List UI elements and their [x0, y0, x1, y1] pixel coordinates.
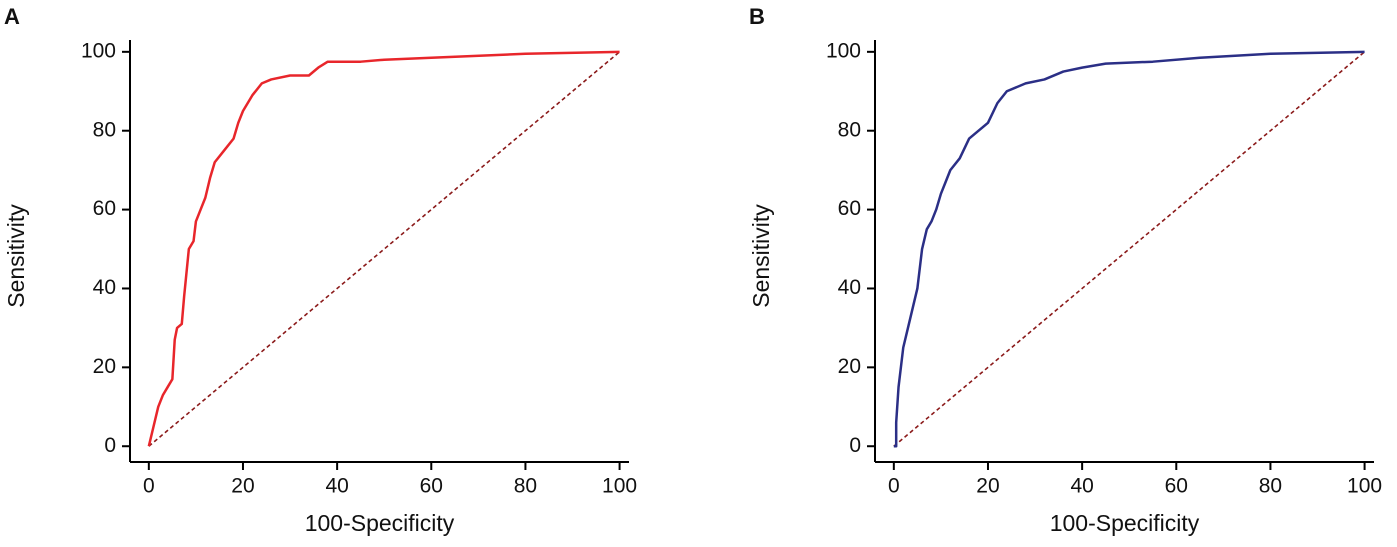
x-tick-label: 80: [514, 475, 537, 498]
y-tick-label: 0: [104, 434, 116, 457]
x-tick-label: 20: [976, 475, 999, 498]
x-tick-label: 80: [1259, 475, 1282, 498]
panel-label: A: [4, 4, 20, 29]
roc-curve: [893, 50, 1365, 448]
y-tick-label: 20: [93, 355, 116, 378]
x-tick-label: 40: [325, 475, 348, 498]
y-tick-label: 0: [849, 434, 861, 457]
y-tick-label: 60: [838, 197, 861, 220]
y-tick-label: 80: [93, 118, 116, 141]
y-tick-label: 20: [838, 355, 861, 378]
x-tick-label: 60: [420, 475, 443, 498]
y-tick-label: 100: [826, 39, 861, 62]
panel-label: B: [749, 4, 765, 29]
y-axis-label: Sensitivity: [3, 204, 29, 308]
y-tick-label: 60: [93, 197, 116, 220]
y-axis-label: Sensitivity: [748, 204, 774, 308]
x-axis-label: 100-Specificity: [305, 510, 455, 536]
x-axis-label: 100-Specificity: [1050, 510, 1200, 536]
x-tick-label: 40: [1070, 475, 1093, 498]
x-tick-label: 100: [602, 475, 637, 498]
y-tick-label: 40: [93, 276, 116, 299]
x-tick-label: 20: [231, 475, 254, 498]
y-tick-label: 40: [838, 276, 861, 299]
x-tick-label: 0: [143, 475, 155, 498]
x-tick-label: 0: [888, 475, 900, 498]
y-tick-label: 100: [81, 39, 116, 62]
roc-curve: [147, 50, 620, 447]
x-tick-label: 60: [1165, 475, 1188, 498]
reference-line: [893, 51, 1366, 447]
reference-line: [148, 51, 621, 447]
x-tick-label: 100: [1347, 475, 1382, 498]
y-tick-label: 80: [838, 118, 861, 141]
